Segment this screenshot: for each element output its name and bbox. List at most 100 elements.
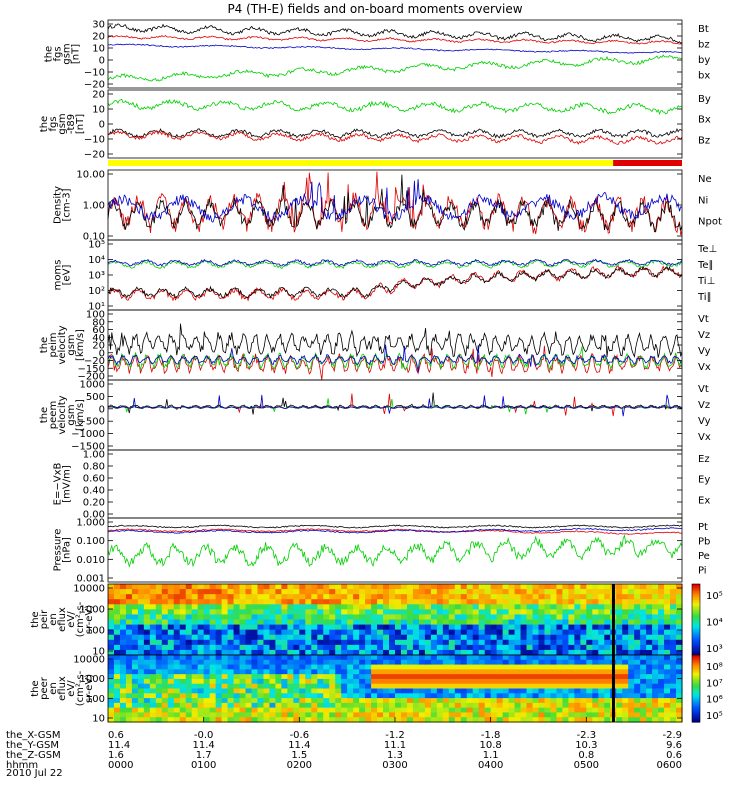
spectrogram-cell — [622, 712, 629, 718]
spectrogram-cell — [395, 659, 402, 666]
colorbar-segment — [692, 655, 700, 658]
spectrogram-cell — [353, 614, 360, 621]
spectrogram-cell — [227, 594, 235, 600]
spectrogram-cell — [233, 639, 241, 646]
spectrogram-cell — [622, 639, 629, 646]
spectrogram-cell — [634, 659, 641, 666]
spectrogram-cell — [664, 698, 671, 704]
spectrogram-cell — [233, 604, 241, 610]
spectrogram-cell — [586, 594, 593, 600]
spectrogram-cell — [299, 589, 306, 595]
spectrogram-cell — [263, 655, 271, 661]
spectrogram-cell — [442, 693, 450, 699]
spectrogram-cell — [490, 629, 498, 636]
spectrogram-cell — [598, 702, 605, 709]
spectrogram-cell — [466, 717, 474, 723]
spectrogram-cell — [592, 683, 599, 690]
spectrogram-cell — [634, 678, 641, 685]
spectrogram-cell — [400, 644, 408, 651]
spectrogram-cell — [412, 644, 420, 651]
spectrogram-cell — [424, 702, 432, 709]
spectrogram-cell — [676, 717, 683, 723]
colorbar-segment — [692, 615, 700, 619]
spectrogram-cell — [287, 683, 294, 690]
spectrogram-cell — [359, 698, 366, 704]
spectrogram-cell — [592, 659, 599, 666]
spectrogram-cell — [658, 634, 665, 641]
spectrogram-cell — [562, 589, 569, 595]
spectrogram-cell — [108, 649, 115, 656]
spectrogram-cell — [269, 678, 277, 685]
spectrogram-cell — [514, 707, 522, 714]
spectrogram-cell — [520, 624, 528, 631]
spectrogram-cell — [430, 619, 438, 626]
spectrogram-cell — [472, 678, 480, 685]
spectrogram-cell — [592, 634, 599, 641]
spectrogram-cell — [496, 669, 504, 675]
spectrogram-cell — [406, 589, 414, 595]
spectrogram-cell — [442, 619, 450, 626]
spectrogram-cell — [418, 649, 426, 656]
spectrogram-cell — [137, 693, 145, 699]
spectrogram-cell — [329, 639, 336, 646]
spectrogram-cell — [233, 693, 241, 699]
spectrogram-cell — [568, 712, 575, 718]
spectrogram-cell — [323, 698, 330, 704]
spectrogram-cell — [161, 712, 169, 718]
y-tick-label: −150 — [78, 364, 105, 375]
spectrogram-cell — [526, 678, 534, 685]
spectrogram-cell — [652, 629, 659, 636]
spectrogram-cell — [490, 659, 498, 666]
spectrogram-cell — [670, 707, 677, 714]
spectrogram-cell — [305, 614, 312, 621]
spectrogram-cell — [436, 624, 444, 631]
spectrogram-cell — [209, 659, 217, 666]
spectrogram-cell — [406, 717, 414, 723]
spectrogram-cell — [448, 678, 456, 685]
spectrogram-cell — [377, 599, 384, 605]
spectrogram-cell — [191, 634, 199, 641]
spectrogram-cell — [108, 624, 115, 631]
spectrogram-cell — [119, 712, 127, 718]
spectrogram-cell — [580, 609, 587, 616]
spectrogram-cell — [275, 669, 282, 675]
spectrogram-cell — [311, 589, 318, 595]
spectrogram-cell — [622, 594, 629, 600]
spectrogram-cell — [269, 674, 277, 680]
spectrogram-cell — [406, 644, 414, 651]
spectrogram-cell — [167, 707, 175, 714]
spectrogram-cell — [305, 629, 312, 636]
spectrogram-cell — [371, 698, 378, 704]
spectrogram-cell — [299, 693, 306, 699]
spectrogram-cell — [179, 698, 187, 704]
spectrogram-cell — [149, 664, 157, 670]
spectrogram-cell — [406, 702, 414, 709]
spectrogram-cell — [281, 649, 288, 656]
spectrogram-cell — [179, 717, 187, 723]
spectrogram-cell — [131, 717, 139, 723]
spectrogram-cell — [502, 712, 510, 718]
spectrogram-cell — [550, 698, 558, 704]
spectrogram-cell — [400, 584, 408, 590]
spectrogram-cell — [520, 674, 528, 680]
spectrogram-cell — [634, 609, 641, 616]
spectrogram-cell — [143, 639, 151, 646]
spectrogram-cell — [496, 619, 504, 626]
spectrogram-cell — [341, 614, 348, 621]
spectrogram-cell — [424, 629, 432, 636]
spectrogram-cell — [371, 589, 378, 595]
spectrogram-cell — [568, 698, 575, 704]
spectrogram-cell — [454, 664, 462, 670]
spectrogram-cell — [580, 619, 587, 626]
y-axis-label: moms[eV] — [53, 260, 73, 291]
spectrogram-cell — [622, 609, 629, 616]
spectrogram-cell — [556, 614, 564, 621]
spectrogram-cell — [496, 584, 504, 590]
spectrogram-cell — [502, 655, 510, 661]
spectrogram-cell — [646, 698, 653, 704]
spectrogram-cell — [137, 629, 145, 636]
spectrogram-cell — [484, 644, 492, 651]
spectrogram-cell — [664, 683, 671, 690]
legend-Bt: Bt — [698, 24, 709, 35]
